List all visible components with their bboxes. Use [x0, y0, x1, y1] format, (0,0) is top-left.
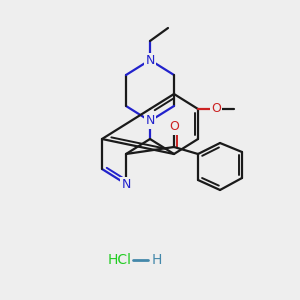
Text: H: H — [152, 253, 162, 267]
Text: N: N — [145, 115, 155, 128]
Text: HCl: HCl — [108, 253, 132, 267]
Text: N: N — [121, 178, 131, 190]
Text: O: O — [211, 103, 221, 116]
Text: N: N — [145, 53, 155, 67]
Text: O: O — [169, 121, 179, 134]
